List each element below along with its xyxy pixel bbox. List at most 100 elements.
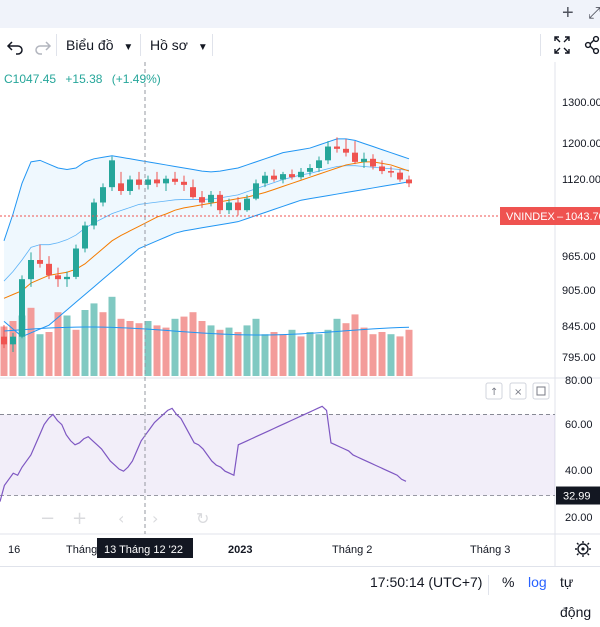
bottom-divider: [488, 575, 489, 595]
rsi-value-badge: [556, 486, 600, 505]
time-tick-label: 16: [8, 544, 20, 556]
price-tick-label: 965.00: [562, 251, 596, 263]
gear-icon[interactable]: [575, 541, 591, 557]
candle-body: [127, 179, 133, 191]
price-tick-label: 1120.00: [562, 174, 600, 186]
volume-bar: [252, 318, 260, 376]
candle-body: [1, 336, 7, 345]
time-tick-label: 2023: [228, 544, 252, 556]
candle-body: [388, 171, 394, 173]
move-up-icon[interactable]: [485, 382, 503, 400]
chart-menu-button[interactable]: Biểu đồ ▼: [66, 28, 133, 62]
percent-scale-toggle[interactable]: %: [502, 574, 515, 590]
redo-icon[interactable]: [32, 28, 52, 62]
moving-average-line: [3, 161, 410, 299]
candle-body: [280, 174, 286, 180]
volume-bar: [63, 315, 71, 376]
rsi-tick-label: 60.00: [565, 419, 593, 431]
bottom-bar: 17:50:14 (UTC+7) % log tự động: [0, 566, 600, 620]
volume-bar: [369, 334, 377, 376]
candle-body: [19, 279, 25, 337]
scroll-right-icon[interactable]: ›: [152, 509, 158, 528]
bollinger-upper: [3, 138, 410, 241]
volume-bar: [324, 329, 332, 376]
fullscreen-icon[interactable]: [552, 28, 572, 62]
candle-body: [244, 198, 250, 211]
candle-body: [73, 248, 79, 277]
volume-ma-line: [3, 326, 410, 336]
candle-body: [136, 179, 142, 185]
volume-bar: [198, 321, 206, 376]
price-chart[interactable]: 1300.00 1200.00 1120.00 965.00 905.00 845.00 7…: [0, 62, 600, 566]
volume-bar: [315, 334, 323, 376]
candle-body: [334, 146, 340, 149]
log-scale-toggle[interactable]: log: [528, 574, 547, 590]
candle-body: [10, 336, 16, 345]
candle-body: [361, 158, 367, 162]
price-tick-label: 1300.00: [562, 97, 600, 109]
rsi-value-label: 32.99: [563, 491, 591, 503]
clock-time[interactable]: 17:50:14 (UTC+7): [370, 574, 483, 590]
chart-toolbar: Biểu đồ ▼ Hồ sơ ▼: [0, 28, 600, 63]
volume-bar: [351, 314, 359, 376]
candle-body: [37, 260, 43, 264]
candle-body: [271, 175, 277, 180]
candle-body: [397, 172, 403, 180]
volume-bar: [378, 332, 386, 376]
candle-body: [316, 160, 322, 168]
last-price-value: 1043.70: [565, 211, 600, 223]
toolbar-divider: [56, 34, 57, 56]
restore-window-icon[interactable]: ⤢: [588, 5, 600, 22]
undo-icon[interactable]: [6, 28, 26, 62]
auto-scale-toggle[interactable]: tự động: [560, 574, 592, 620]
zoom-in-icon[interactable]: +: [72, 508, 87, 529]
moving-average-path: [3, 161, 410, 299]
candle-body: [109, 160, 115, 188]
toolbar-divider: [540, 34, 541, 56]
volume-bar: [189, 312, 197, 376]
volume-bar: [153, 325, 161, 376]
last-price-separator: –: [557, 211, 564, 223]
volume-bar: [45, 332, 53, 376]
close-pane-icon[interactable]: [509, 382, 527, 400]
last-price-badge: [500, 207, 600, 225]
price-tick-label: 905.00: [562, 285, 596, 297]
zoom-out-icon[interactable]: −: [40, 508, 55, 529]
reset-chart-icon[interactable]: ↻: [196, 509, 209, 528]
candle-body: [307, 168, 313, 172]
last-price-symbol: VNINDEX: [506, 211, 556, 223]
candle-body: [46, 263, 52, 276]
volume-bar: [297, 336, 305, 376]
volume-bar: [54, 312, 62, 376]
candle-body: [118, 183, 124, 191]
profile-menu-button[interactable]: Hồ sơ ▼: [150, 28, 208, 62]
legend-close: C1047.45: [4, 72, 57, 86]
maximize-pane-icon[interactable]: [532, 382, 550, 400]
rsi-line: [0, 405, 407, 502]
candle-body: [199, 197, 205, 203]
price-tick-label: 845.00: [562, 321, 596, 333]
candle-body: [217, 194, 223, 211]
legend-change: +15.38: [65, 72, 103, 86]
rsi-pane: [0, 405, 555, 502]
volume-bar: [387, 334, 395, 376]
share-icon[interactable]: [584, 28, 600, 62]
candle-body: [172, 178, 178, 182]
volume-bar: [72, 329, 80, 376]
chevron-down-icon: ▼: [123, 42, 134, 53]
volume-ma-path: [3, 326, 410, 336]
volume-bar: [90, 303, 98, 376]
scroll-left-icon[interactable]: ‹: [118, 509, 124, 528]
candle-body: [343, 148, 349, 153]
volume-bar: [405, 329, 413, 376]
candle-body: [253, 183, 259, 199]
candle-body: [298, 171, 304, 178]
volume-bar: [117, 318, 125, 376]
toolbar-divider: [140, 34, 141, 56]
candle-body: [154, 179, 160, 184]
volume-bar: [288, 329, 296, 376]
chart-menu-label: Biểu đồ: [66, 37, 114, 53]
candle-body: [91, 202, 97, 226]
add-tab-icon[interactable]: +: [562, 2, 574, 24]
bollinger-lower: [3, 181, 410, 338]
